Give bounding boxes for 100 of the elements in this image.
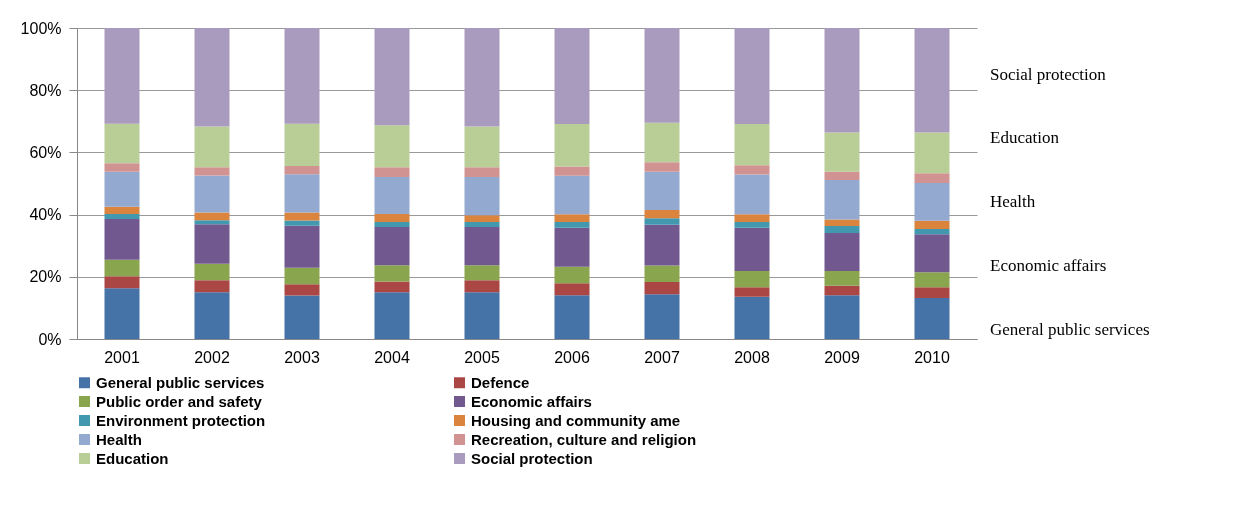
text: Education: [990, 128, 1060, 148]
bar: [914, 173, 950, 183]
legend-label: Public order and safety: [96, 392, 263, 410]
bar: [734, 28, 770, 125]
bar: [644, 28, 680, 123]
legend-label: Housing and community ame: [471, 411, 681, 429]
text: Economic affairs: [990, 255, 1107, 275]
bar: [734, 174, 770, 215]
bar: [824, 285, 860, 296]
bar: [554, 28, 590, 125]
bar: [374, 222, 410, 228]
bar: [914, 272, 950, 288]
bar: [824, 295, 860, 339]
x-tick-label: 2001: [104, 348, 140, 366]
bar: [734, 165, 770, 175]
bar: [644, 282, 680, 295]
bar: [374, 227, 410, 266]
bar: [104, 213, 140, 219]
bar: [194, 175, 230, 213]
y-tick-label: 100%: [20, 19, 62, 37]
bar: [644, 171, 680, 210]
bar: [374, 213, 410, 223]
bar: [104, 259, 140, 277]
bar: [734, 214, 770, 223]
bar: [644, 122, 680, 163]
bar: [194, 220, 230, 225]
y-tick-label: 40%: [29, 206, 62, 224]
x-tick-label: 2002: [194, 348, 230, 366]
bar: [194, 292, 230, 339]
bar: [554, 266, 590, 284]
bar: [104, 206, 140, 214]
bar: [824, 270, 860, 286]
bar: [464, 227, 500, 266]
bar: [284, 28, 320, 124]
bar: [104, 288, 140, 339]
bar: [914, 182, 950, 221]
bar: [194, 28, 230, 127]
bar: [644, 162, 680, 172]
bar: [464, 176, 500, 216]
legend-label: Defence: [471, 373, 530, 391]
legend-label: Recreation, culture and religion: [471, 430, 697, 448]
x-tick-label: 2006: [554, 348, 590, 366]
bar: [104, 28, 140, 124]
bar: [824, 226, 860, 233]
bar: [464, 280, 500, 293]
x-tick-label: 2007: [644, 348, 680, 366]
bar: [464, 215, 500, 223]
bar: [734, 222, 770, 228]
bar: [374, 125, 410, 168]
bar: [104, 171, 140, 207]
bar: [914, 132, 950, 174]
bar: [194, 167, 230, 176]
bar: [374, 176, 410, 214]
legend-label: Health: [96, 430, 142, 448]
bar: [554, 222, 590, 228]
bar: [194, 126, 230, 168]
bar: [284, 123, 320, 167]
x-tick-label: 2003: [284, 348, 320, 366]
y-tick-label: 80%: [29, 81, 62, 99]
legend-label: Social protection: [471, 449, 593, 467]
bar: [104, 123, 140, 164]
bar: [194, 280, 230, 293]
bar: [734, 296, 770, 339]
bar: [284, 267, 320, 285]
bar: [914, 28, 950, 133]
bar: [554, 283, 590, 296]
bar: [374, 28, 410, 126]
bar: [464, 265, 500, 281]
bar: [824, 219, 860, 227]
bar: [644, 265, 680, 283]
bar: [824, 132, 860, 172]
bar: [644, 218, 680, 225]
x-tick-label: 2009: [824, 348, 860, 366]
bar: [734, 124, 770, 166]
x-tick-label: 2010: [914, 348, 950, 366]
bar: [554, 295, 590, 339]
bar: [914, 220, 950, 229]
bar: [914, 287, 950, 298]
bar: [284, 284, 320, 296]
bar: [824, 232, 860, 271]
bar: [374, 281, 410, 293]
bar: [374, 265, 410, 282]
bar: [914, 234, 950, 273]
bar: [194, 212, 230, 221]
bar: [464, 292, 500, 339]
bar: [284, 220, 320, 226]
bar: [914, 297, 950, 339]
bar: [734, 270, 770, 288]
legend-label: Education: [96, 449, 169, 467]
bar: [824, 180, 860, 220]
x-tick-label: 2005: [464, 348, 500, 366]
bar: [284, 225, 320, 268]
x-tick-label: 2004: [374, 348, 410, 366]
y-tick-label: 60%: [29, 143, 62, 161]
bar: [194, 224, 230, 264]
text: General public services: [990, 319, 1150, 339]
y-tick-label: 0%: [38, 330, 62, 348]
bar: [284, 166, 320, 175]
bar: [374, 292, 410, 339]
legend-label: Economic affairs: [471, 392, 592, 410]
